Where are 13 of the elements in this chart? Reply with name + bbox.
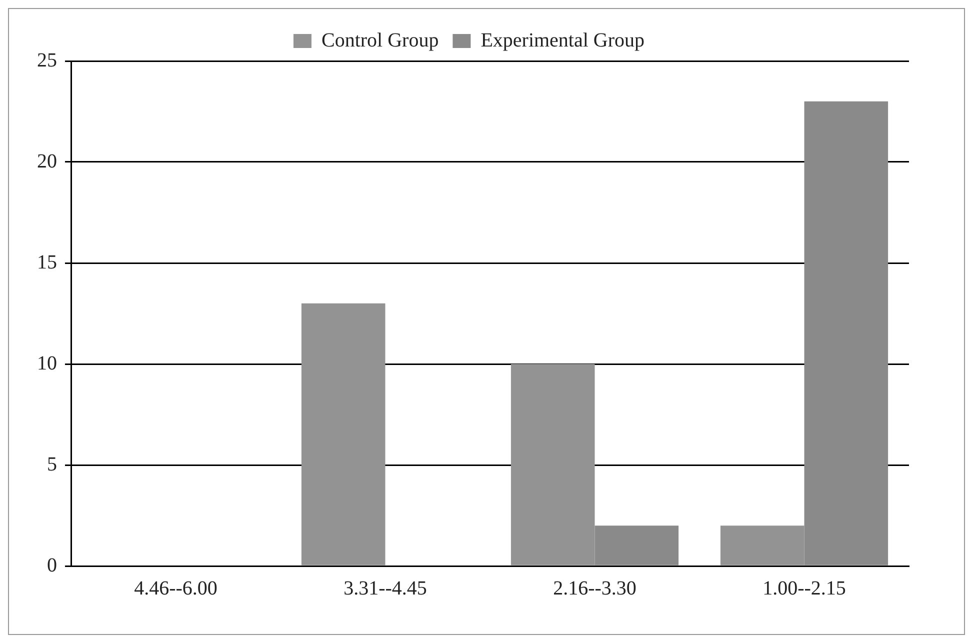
x-tick-label: 2.16--3.30 bbox=[553, 577, 636, 600]
y-tick-label: 0 bbox=[47, 554, 57, 576]
y-tick-label: 15 bbox=[37, 251, 57, 274]
x-tick-label: 3.31--4.45 bbox=[344, 577, 427, 600]
legend-label: Control Group bbox=[321, 29, 439, 52]
legend-label: Experimental Group bbox=[480, 29, 645, 52]
y-tick-label: 25 bbox=[37, 49, 57, 72]
bar bbox=[301, 303, 386, 566]
y-tick-label: 20 bbox=[37, 150, 57, 172]
x-tick-label: 4.46--6.00 bbox=[134, 577, 218, 600]
x-tick-label: 1.00--2.15 bbox=[762, 577, 846, 600]
y-tick-label: 5 bbox=[47, 453, 57, 476]
y-tick-label: 10 bbox=[37, 352, 57, 374]
